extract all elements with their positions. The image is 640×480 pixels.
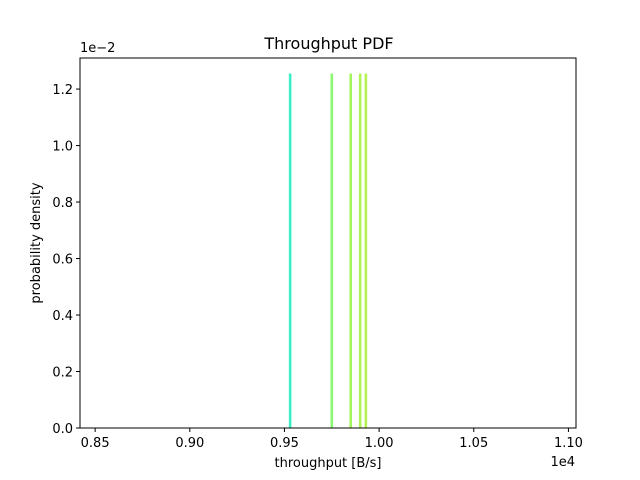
y-tick-label-0: 0.0 xyxy=(52,422,73,437)
y-tick-label-3: 0.6 xyxy=(52,253,73,268)
bar-2 xyxy=(349,73,353,428)
x-ticks: 0.85 0.90 0.95 1.00 1.05 1.10 xyxy=(81,428,583,451)
x-tick-label-1: 0.90 xyxy=(175,436,204,451)
x-tick-label-2: 0.95 xyxy=(270,436,299,451)
y-tick-label-5: 1.0 xyxy=(52,140,73,155)
x-axis-label: throughput [B/s] xyxy=(274,456,381,471)
bar-1 xyxy=(330,73,334,428)
chart-title: Throughput PDF xyxy=(263,34,393,53)
bar-4 xyxy=(364,73,368,428)
y-tick-label-4: 0.8 xyxy=(52,196,73,211)
x-tick-label-3: 1.00 xyxy=(365,436,394,451)
y-offset-text: 1e−2 xyxy=(80,41,115,56)
bar-0 xyxy=(288,73,292,428)
plot-frame xyxy=(79,57,577,429)
y-tick-label-6: 1.2 xyxy=(52,83,73,98)
y-tick-label-1: 0.2 xyxy=(52,366,73,381)
x-offset-text: 1e4 xyxy=(550,455,575,470)
x-tick-label-0: 0.85 xyxy=(81,436,110,451)
y-ticks: 0.0 0.2 0.4 0.6 0.8 1.0 1.2 xyxy=(52,83,80,437)
y-axis-label: probability density xyxy=(29,182,44,303)
bars-layer xyxy=(288,73,368,428)
bar-3 xyxy=(358,73,362,428)
x-tick-label-5: 1.10 xyxy=(554,436,583,451)
x-tick-label-4: 1.05 xyxy=(459,436,488,451)
y-tick-label-2: 0.4 xyxy=(52,309,73,324)
